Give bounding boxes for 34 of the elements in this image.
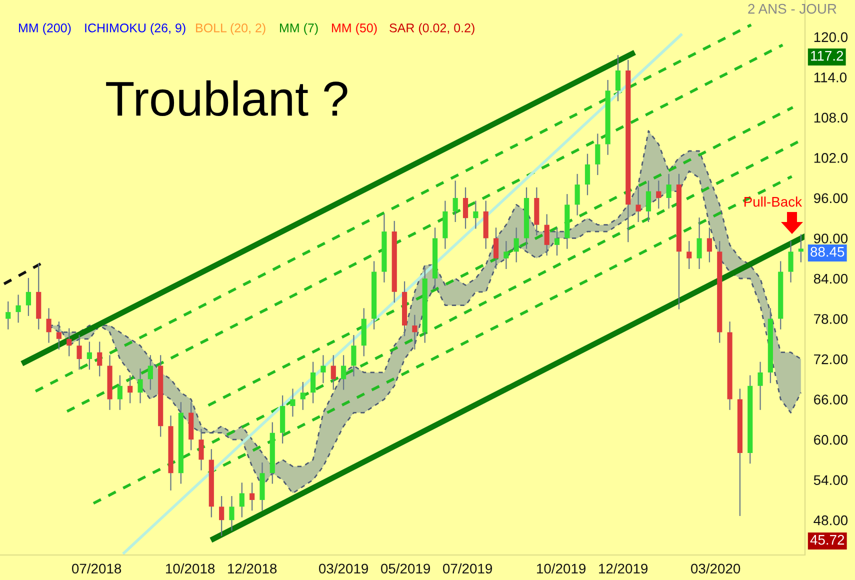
annotation: ICHIMOKU (26, 9) <box>85 23 186 35</box>
x-tick-label: 12/2018 <box>228 563 277 574</box>
y-tick-label: 120.0 <box>814 32 848 42</box>
y-tick-label: 60.00 <box>814 434 848 445</box>
annotation: Pull-Back <box>744 196 802 207</box>
y-tick-label: 90.00 <box>814 234 848 244</box>
x-tick-label: 05/2019 <box>380 563 430 574</box>
x-tick-label: 07/2018 <box>72 563 122 574</box>
y-tick-label: 66.00 <box>814 394 848 404</box>
x-tick-label: 12/2019 <box>599 563 648 574</box>
annotation: BOLL (20, 2) <box>196 23 266 35</box>
x-tick-label: 07/2019 <box>442 563 492 574</box>
annotation: MM (7) <box>280 23 318 35</box>
y-tick-label: 78.00 <box>814 314 848 324</box>
text: 88.45 <box>810 246 844 257</box>
y-tick-label: 54.00 <box>814 475 848 486</box>
y-tick-label: 108.0 <box>814 112 848 123</box>
annotation: 2 ANS - JOUR <box>748 4 836 14</box>
x-tick-label: 03/2019 <box>318 563 368 574</box>
y-tick-label: 72.00 <box>814 354 848 364</box>
y-tick-label: 48.00 <box>814 515 848 526</box>
annotation: MM (200) <box>19 23 71 35</box>
text: 45.72 <box>810 534 844 545</box>
x-tick-label: 10/2018 <box>166 563 215 574</box>
text: 117.2 <box>811 50 844 61</box>
y-tick-label: 84.00 <box>814 274 848 284</box>
annotation: Troublant ? <box>106 80 348 116</box>
annotation: SAR (0.02, 0.2) <box>390 23 474 35</box>
y-tick-label: 114.0 <box>814 72 847 82</box>
x-tick-label: 03/2020 <box>691 563 740 574</box>
x-tick-label: 10/2019 <box>537 563 586 574</box>
annotation: MM (50) <box>332 23 377 35</box>
y-tick-label: 96.00 <box>814 193 848 204</box>
y-tick-label: 102.0 <box>814 153 848 163</box>
